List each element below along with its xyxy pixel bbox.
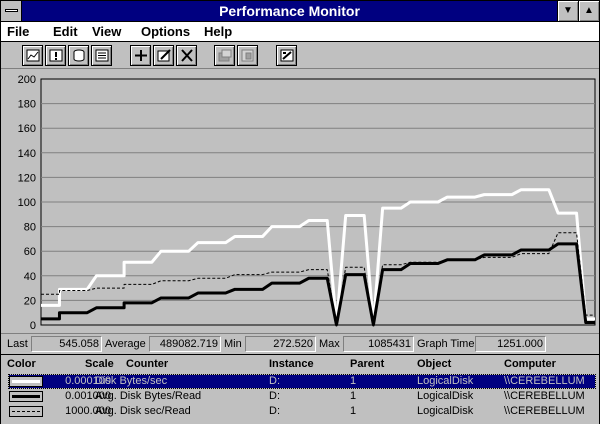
maximize-button[interactable]: ▲ (578, 1, 599, 21)
chart-area: 0 20 40 60 80 100 120 140 160 180 200 (1, 69, 599, 333)
bookmark-button[interactable] (237, 45, 258, 66)
add-counter-button[interactable] (130, 45, 151, 66)
legend-instance: D: (269, 375, 280, 387)
legend-parent: 1 (350, 375, 357, 387)
y-tick-label: 0 (30, 320, 36, 332)
report-view-icon (95, 49, 108, 62)
y-tick-label: 40 (24, 271, 36, 283)
legend-scale: 0.000100 (65, 375, 111, 387)
legend-header-instance: Instance (269, 358, 314, 370)
value-bar: Last 545.058 Average 489082.719 Min 272.… (1, 333, 599, 353)
legend-object: LogicalDisk (417, 405, 474, 417)
menu-help[interactable]: Help (204, 24, 233, 39)
series-line-disk-bytes-sec (41, 188, 595, 327)
min-label: Min (224, 338, 242, 350)
chart-view-icon (26, 49, 39, 62)
legend-instance: D: (269, 405, 280, 417)
series-line-avg-disk-sec-read (41, 232, 595, 326)
menu-options[interactable]: Options (141, 24, 191, 39)
y-tick-label: 60 (24, 246, 36, 258)
legend-object: LogicalDisk (417, 375, 474, 387)
edit-counter-button[interactable] (153, 45, 174, 66)
system-menu-button[interactable] (1, 1, 22, 21)
graph-time-value: 1251.000 (475, 336, 546, 352)
last-label: Last (7, 338, 28, 350)
min-value: 272.520 (245, 336, 316, 352)
y-tick-label: 160 (18, 123, 36, 135)
delete-counter-icon (180, 49, 193, 62)
y-tick-label: 140 (18, 148, 36, 160)
legend-parent: 1 (350, 390, 357, 402)
legend-instance: D: (269, 390, 280, 402)
legend-panel: Color Scale Counter Instance Parent Obje… (1, 354, 599, 424)
legend-header-parent: Parent (350, 358, 385, 370)
alert-view-button[interactable] (45, 45, 66, 66)
options-icon (280, 49, 293, 62)
menu-file[interactable]: File (7, 24, 30, 39)
title-bar[interactable]: Performance Monitor ▼ ▲ (1, 1, 599, 22)
graph-time-label: Graph Time (417, 338, 475, 350)
bookmark-icon (241, 49, 253, 62)
legend-computer: \\CEREBELLUM (504, 405, 585, 417)
y-tick-label: 120 (18, 172, 36, 184)
legend-row[interactable]: 0.000100 Disk Bytes/sec D: 1 LogicalDisk… (8, 374, 596, 389)
legend-computer: \\CEREBELLUM (504, 375, 585, 387)
edit-counter-icon (157, 49, 171, 62)
performance-chart: 0 20 40 60 80 100 120 140 160 180 200 (18, 74, 596, 332)
add-counter-icon (134, 50, 147, 61)
update-now-icon (218, 49, 231, 62)
max-value: 1085431 (343, 336, 414, 352)
y-tick-label: 100 (18, 197, 36, 209)
options-button[interactable] (276, 45, 297, 66)
legend-counter: Avg. Disk sec/Read (95, 405, 191, 417)
legend-row[interactable]: 0.001000 Avg. Disk Bytes/Read D: 1 Logic… (9, 390, 595, 403)
series-line-avg-disk-bytes-read (41, 242, 595, 327)
y-tick-label: 180 (18, 99, 36, 111)
last-value: 545.058 (31, 336, 102, 352)
average-value: 489082.719 (149, 336, 221, 352)
legend-computer: \\CEREBELLUM (504, 390, 585, 402)
menu-view[interactable]: View (92, 24, 122, 39)
legend-counter: Avg. Disk Bytes/Read (95, 390, 202, 402)
max-label: Max (319, 338, 340, 350)
legend-swatch (9, 391, 43, 402)
legend-swatch (9, 406, 43, 417)
log-view-icon (73, 49, 84, 62)
delete-counter-button[interactable] (176, 45, 197, 66)
menu-bar: File Edit View Options Help (1, 22, 599, 42)
legend-header-computer: Computer (504, 358, 556, 370)
legend-header-color: Color (7, 358, 36, 370)
legend-parent: 1 (350, 405, 357, 417)
legend-header-counter: Counter (126, 358, 169, 370)
window-title: Performance Monitor (219, 3, 360, 19)
update-now-button[interactable] (214, 45, 235, 66)
legend-row[interactable]: 1000.000 Avg. Disk sec/Read D: 1 Logical… (9, 405, 595, 418)
log-view-button[interactable] (68, 45, 89, 66)
system-menu-icon (5, 9, 18, 12)
menu-edit[interactable]: Edit (53, 24, 78, 39)
legend-swatch (9, 376, 43, 387)
y-tick-label: 80 (24, 222, 36, 234)
legend-header-scale: Scale (85, 358, 114, 370)
report-view-button[interactable] (91, 45, 112, 66)
y-tick-label: 200 (18, 74, 36, 86)
alert-view-icon (49, 49, 62, 62)
legend-scale: 1000.000 (65, 405, 111, 417)
legend-header-object: Object (417, 358, 452, 370)
legend-scale: 0.001000 (65, 390, 111, 402)
minimize-button[interactable]: ▼ (557, 1, 578, 21)
legend-object: LogicalDisk (417, 390, 474, 402)
toolbar (1, 43, 599, 69)
legend-counter: Disk Bytes/sec (95, 375, 168, 387)
y-tick-label: 20 (24, 295, 36, 307)
chart-view-button[interactable] (22, 45, 43, 66)
average-label: Average (105, 338, 146, 350)
